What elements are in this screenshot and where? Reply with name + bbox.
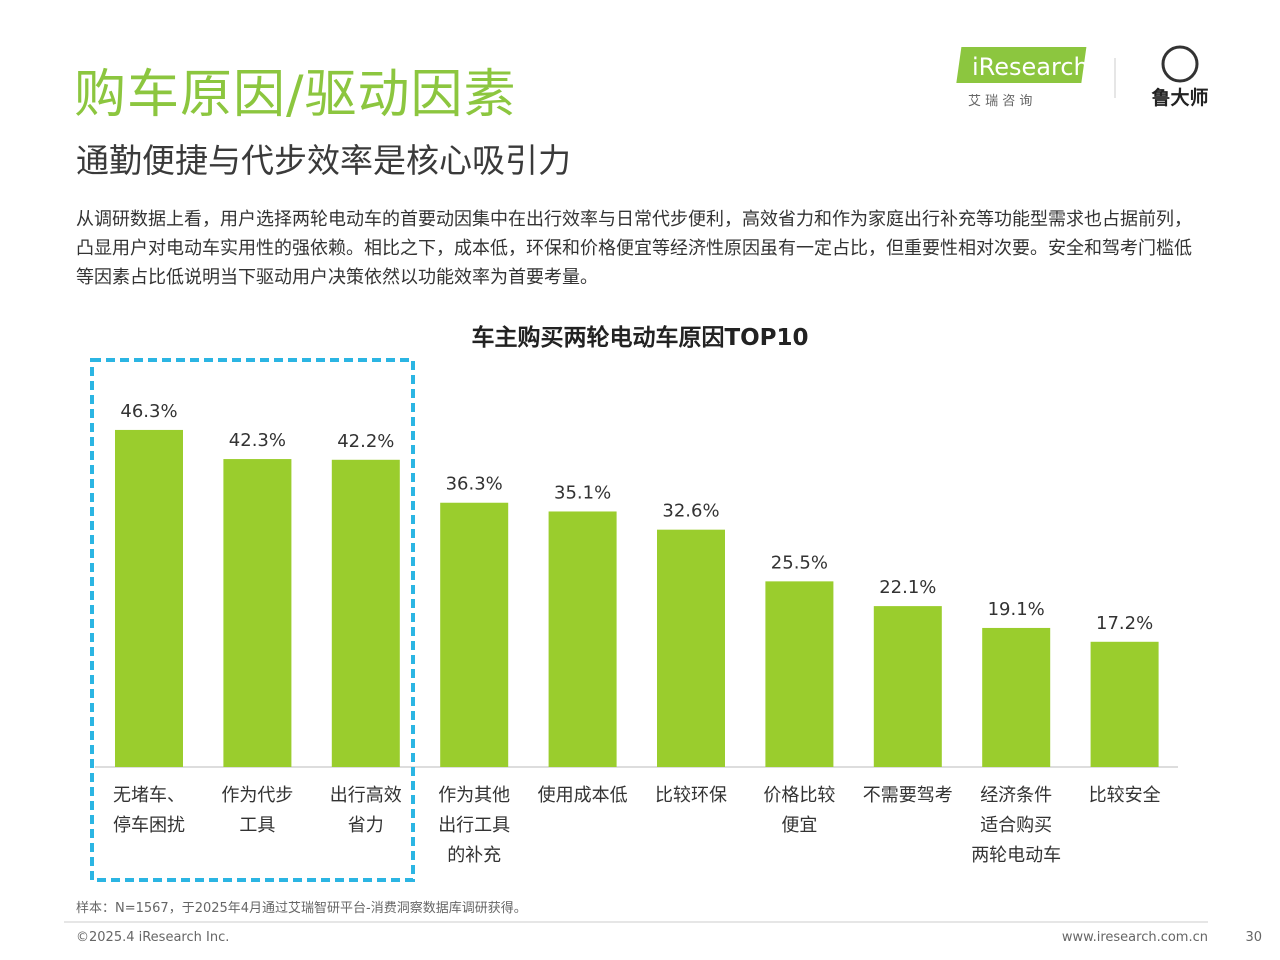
value-label: 42.2%: [337, 431, 394, 452]
copyright: ©2025.4 iResearch Inc.: [76, 930, 229, 945]
logo-face: [1161, 45, 1199, 83]
bar: [548, 511, 617, 767]
x-tick-label: 不需要驾考: [862, 785, 953, 806]
x-tick-label: 价格比较 便宜: [763, 785, 836, 836]
x-tick-label: 作为其他 出行工具 的补充: [438, 785, 511, 866]
bar: [765, 581, 834, 767]
logo-iresearch: iResearch: [972, 53, 1089, 81]
page-number: 30: [1245, 930, 1262, 945]
bar: [657, 529, 725, 767]
x-tick-label: 作为代步 工具: [221, 785, 294, 836]
footer-note: 样本：N=1567，于2025年4月通过艾瑞智研平台-消费洞察数据库调研获得。: [76, 900, 527, 916]
subtitle: 通勤便捷与代步效率是核心吸引力: [76, 141, 571, 180]
x-tick-label: 经济条件 适合购买 两轮电动车: [971, 785, 1062, 866]
logo-ludashi: 鲁大师: [1150, 86, 1208, 109]
footer-url: www.iresearch.com.cn: [1062, 930, 1208, 945]
bar: [331, 459, 400, 767]
chart-title: 车主购买两轮电动车原因TOP10: [471, 324, 808, 351]
value-label: 46.3%: [120, 401, 177, 422]
value-label: 17.2%: [1096, 613, 1153, 634]
value-label: 25.5%: [771, 552, 828, 573]
bar: [440, 502, 509, 767]
bar: [873, 606, 942, 767]
x-tick-label: 比较安全: [1088, 785, 1161, 806]
title: 购车原因/驱动因素: [74, 65, 517, 125]
value-label: 22.1%: [879, 577, 936, 598]
value-label: 19.1%: [988, 599, 1045, 620]
x-tick-label: 使用成本低: [537, 785, 628, 806]
bar: [1090, 641, 1159, 767]
value-label: 42.3%: [229, 430, 286, 451]
logo-iresearch-cn: 艾 瑞 咨 询: [968, 94, 1032, 109]
bar: [115, 429, 183, 767]
body-text: 从调研数据上看，用户选择两轮电动车的首要动因集中在出行效率与日常代步便利，高效省…: [76, 209, 1192, 288]
x-tick-label: 无堵车、 停车困扰: [113, 785, 185, 836]
x-tick-label: 出行高效 省力: [329, 785, 402, 836]
x-tick-label: 比较环保: [655, 785, 727, 806]
value-label: 32.6%: [662, 501, 719, 522]
value-label: 36.3%: [446, 474, 503, 495]
value-label: 35.1%: [554, 482, 611, 503]
highlight-box: [90, 358, 415, 882]
bar: [223, 459, 292, 767]
logo-box: [956, 47, 1087, 83]
bar: [982, 627, 1051, 767]
